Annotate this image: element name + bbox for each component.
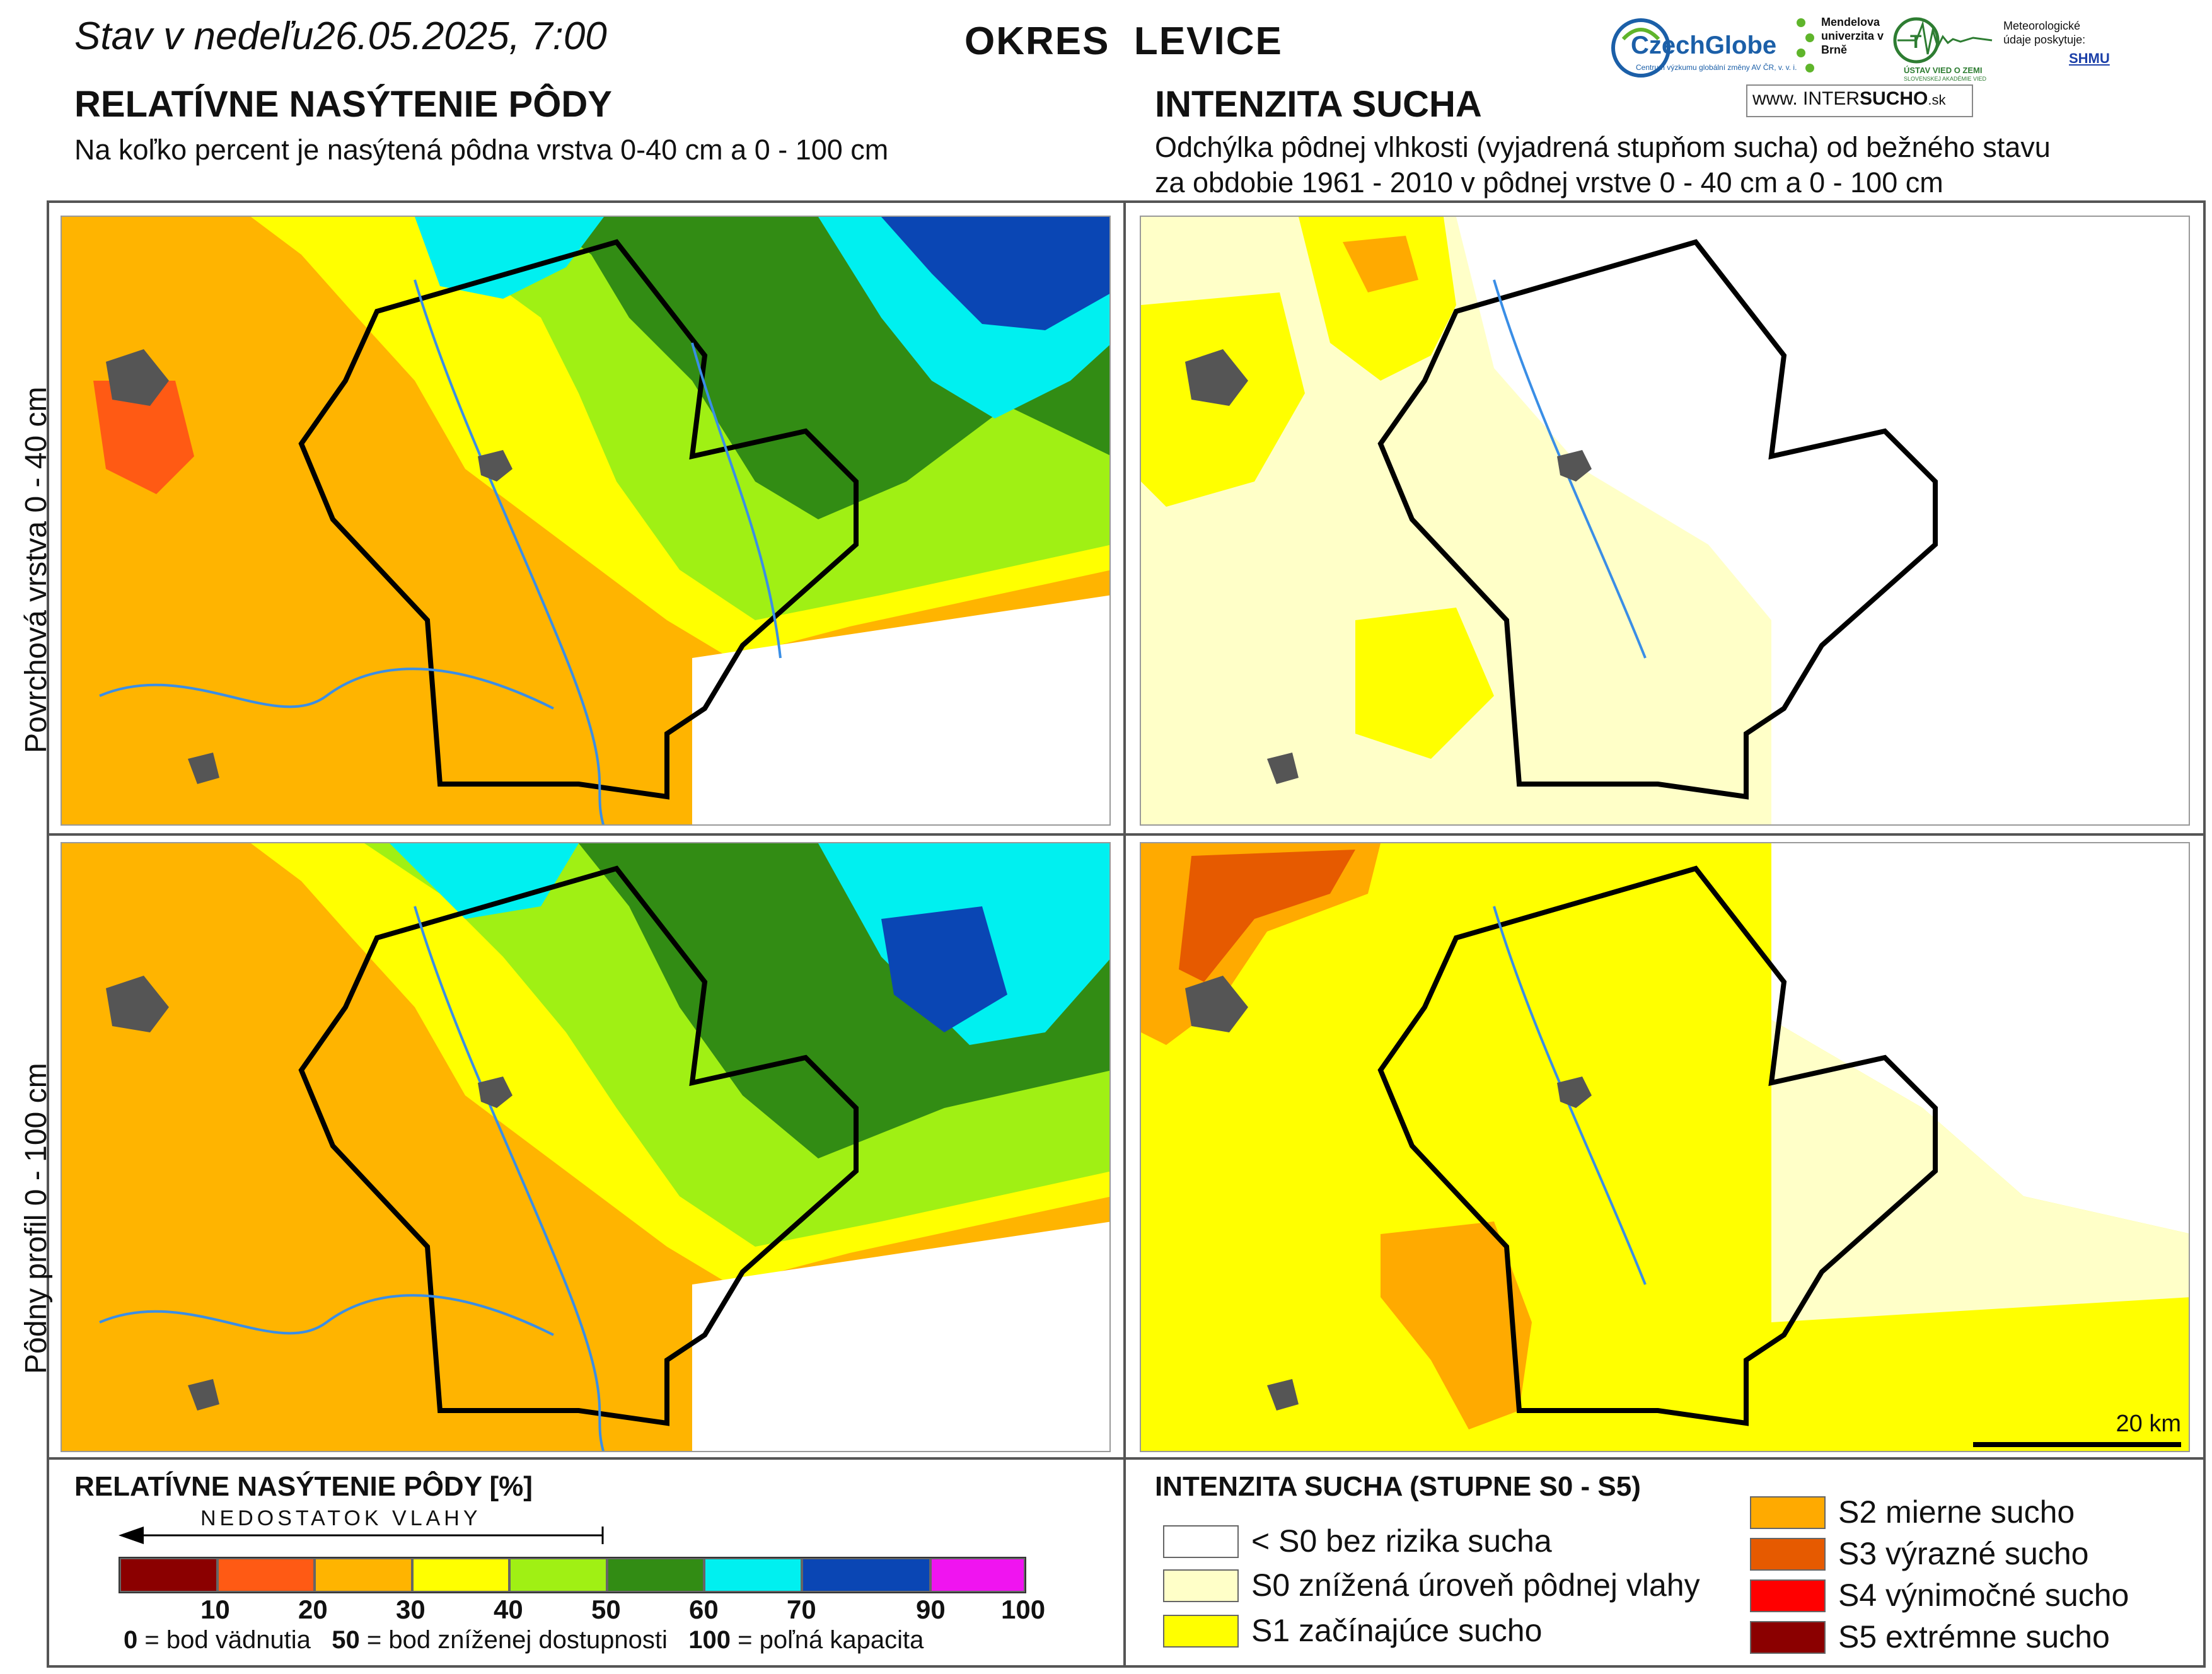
drought-swatch-s3 <box>1750 1538 1826 1571</box>
column-divider <box>1123 200 1126 1668</box>
sat-bin-20-30 <box>315 1558 412 1592</box>
drought-label-s3: S3 výrazné sucho <box>1838 1536 2089 1571</box>
uvz-seismograph-icon: T <box>1893 17 1993 64</box>
map-saturation-profile-graphic <box>62 843 1109 1451</box>
note-100-num: 100 <box>688 1626 731 1654</box>
sat-tick-100: 100 <box>1001 1595 1046 1624</box>
czechglobe-text: CzechGlobe <box>1631 32 1777 59</box>
sat-tick-70: 70 <box>787 1595 816 1624</box>
deficit-arrow: NEDOSTATOK VLAHY <box>119 1506 604 1544</box>
saturation-notes: 0 = bod vädnutia 50 = bod zníženej dostu… <box>124 1626 924 1654</box>
drought-swatch-s2 <box>1750 1496 1826 1529</box>
intersucho-sk: .sk <box>1928 92 1946 108</box>
sat-tick-30: 30 <box>396 1595 426 1624</box>
note-50-text: = bod zníženej dostupnosti <box>366 1626 668 1654</box>
map-drought-profile-graphic <box>1141 843 2189 1451</box>
sat-bin-40-50 <box>509 1558 607 1592</box>
map-drought-profile <box>1140 842 2190 1452</box>
drought-legend-title: INTENZITA SUCHA (STUPNE S0 - S5) <box>1155 1471 1641 1502</box>
note-0-text: = bod vädnutia <box>144 1626 311 1654</box>
drought-label-s4: S4 výnimočné sucho <box>1838 1578 2129 1613</box>
map-drought-topsoil-graphic <box>1141 217 2189 824</box>
shmu-logo: SHMU <box>2069 50 2110 66</box>
sat-tick-20: 20 <box>298 1595 328 1624</box>
sat-tick-90: 90 <box>916 1595 946 1624</box>
czechglobe-mark <box>1611 18 1671 78</box>
uvz-subtext: SLOVENSKEJ AKADÉMIE VIED <box>1904 76 1987 82</box>
map-saturation-topsoil <box>61 216 1111 826</box>
left-section-subtitle: Na koľko percent je nasýtená pôdna vrstv… <box>74 134 889 166</box>
right-section-title: INTENZITA SUCHA <box>1155 84 1482 125</box>
note-100-text: = poľná kapacita <box>738 1626 924 1654</box>
drought-swatch-s1 <box>1163 1615 1239 1648</box>
drought-swatch-none <box>1163 1525 1239 1558</box>
intersucho-www: www. <box>1752 88 1798 109</box>
uvz-text: ÚSTAV VIED O ZEMI <box>1904 66 1983 75</box>
note-0-num: 0 <box>124 1626 138 1654</box>
note-50-num: 50 <box>332 1626 360 1654</box>
map-saturation-profile <box>61 842 1111 1452</box>
legend-divider <box>47 1457 2206 1460</box>
left-section-title: RELATÍVNE NASÝTENIE PÔDY <box>74 84 612 125</box>
czechglobe-logo: CzechGlobe Centrum výzkumu globální změn… <box>1611 14 1797 82</box>
row-label-bottom: Pôdny profil 0 - 100 cm <box>20 1063 53 1374</box>
saturation-colorbar <box>119 1557 1026 1593</box>
row-label-top: Povrchová vrstva 0 - 40 cm <box>20 386 53 753</box>
sat-bin-60-70 <box>704 1558 802 1592</box>
sat-bin-30-40 <box>412 1558 510 1592</box>
mendel-dots-icon <box>1797 18 1814 72</box>
left-arrow-icon <box>119 1527 604 1544</box>
deficit-arrow-label: NEDOSTATOK VLAHY <box>200 1506 482 1530</box>
sat-bin-0-10 <box>120 1558 217 1592</box>
map-drought-topsoil <box>1140 216 2190 826</box>
sat-tick-40: 40 <box>494 1595 523 1624</box>
meteo-provider: Meteorologické údaje poskytuje: <box>2003 19 2098 47</box>
sat-bin-10-20 <box>217 1558 315 1592</box>
uvz-logo: T ÚSTAV VIED O ZEMI SLOVENSKEJ AKADÉMIE … <box>1891 15 1998 83</box>
district-title: OKRES LEVICE <box>964 20 1283 63</box>
sat-bin-50-60 <box>606 1558 705 1592</box>
main-frame <box>47 200 2206 1668</box>
sat-tick-60: 60 <box>689 1595 719 1624</box>
drought-label-none: < S0 bez rizika sucha <box>1251 1523 1552 1559</box>
sat-tick-50: 50 <box>591 1595 621 1624</box>
scale-bar-line <box>1973 1442 2181 1447</box>
intersucho-inter: INTER <box>1803 88 1860 109</box>
date-value: 26.05.2025, 7:00 <box>313 14 607 58</box>
intersucho-link[interactable]: www. INTERSUCHO.sk <box>1746 84 1973 117</box>
czechglobe-subtext: Centrum výzkumu globální změny AV ČR, v.… <box>1636 63 1797 72</box>
scale-bar-label: 20 km <box>2116 1411 2181 1437</box>
date-line: Stav v nedeľu26.05.2025, 7:00 <box>74 14 607 59</box>
meteo-text: Meteorologické údaje poskytuje: <box>2003 20 2086 46</box>
drought-label-s2: S2 mierne sucho <box>1838 1494 2075 1530</box>
drought-label-s1: S1 začínajúce sucho <box>1251 1613 1543 1648</box>
intersucho-sucho: SUCHO <box>1860 88 1928 109</box>
mendel-text: Mendelova univerzita v Brně <box>1821 16 1884 56</box>
mendel-logo: Mendelova univerzita v Brně <box>1793 15 1888 83</box>
scale-bar: 20 km <box>1973 1411 2181 1448</box>
svg-text:T: T <box>1910 32 1921 52</box>
drought-swatch-s0 <box>1163 1569 1239 1602</box>
saturation-legend-title: RELATÍVNE NASÝTENIE PÔDY [%] <box>74 1471 533 1502</box>
sat-tick-10: 10 <box>200 1595 230 1624</box>
sat-bin-70-90 <box>801 1558 931 1592</box>
date-prefix: Stav v nedeľu <box>74 14 314 58</box>
right-section-subtitle-1: Odchýlka pôdnej vlhkosti (vyjadrená stup… <box>1155 131 2051 163</box>
drought-swatch-s4 <box>1750 1579 1826 1612</box>
drought-label-s5: S5 extrémne sucho <box>1838 1619 2110 1654</box>
sat-bin-90-100 <box>930 1558 1025 1592</box>
map-saturation-topsoil-graphic <box>62 217 1109 824</box>
right-section-subtitle-2: za obdobie 1961 - 2010 v pôdnej vrstve 0… <box>1155 166 1943 199</box>
row-divider <box>47 833 2206 836</box>
drought-label-s0: S0 znížená úroveň pôdnej vlahy <box>1251 1567 1700 1603</box>
drought-swatch-s5 <box>1750 1621 1826 1654</box>
